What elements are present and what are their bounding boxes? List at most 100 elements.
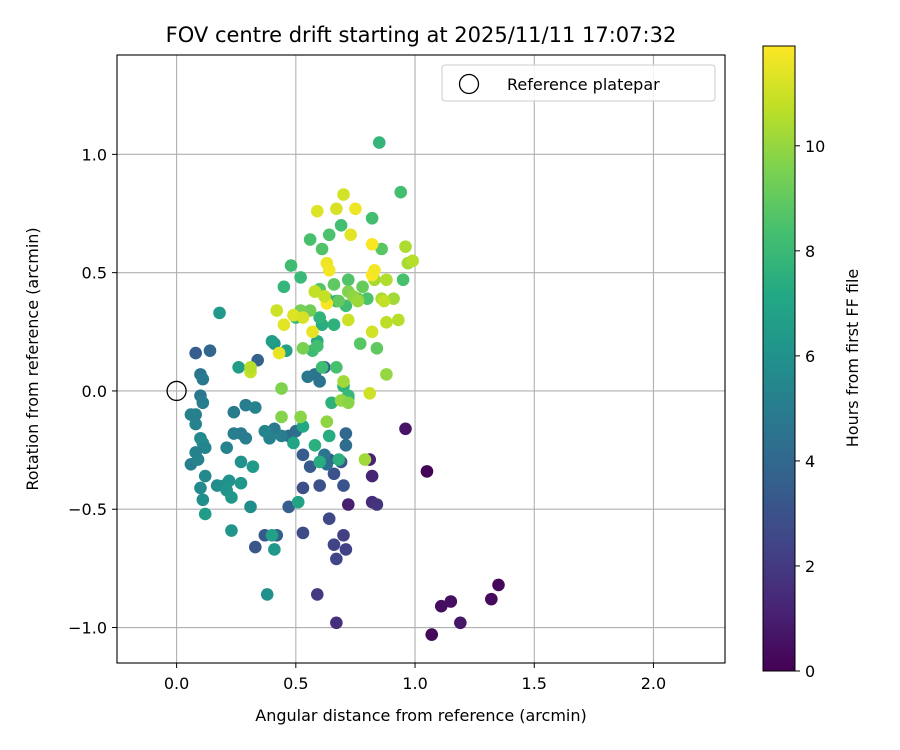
data-point [306,325,319,339]
data-point [330,202,343,216]
data-point [213,306,226,320]
data-point [184,408,198,421]
data-point [301,370,315,384]
data-point [234,455,248,469]
x-tick-label: 2.0 [641,674,666,693]
data-point [246,460,260,473]
colorbar-tick-label: 4 [805,452,815,471]
data-point [365,325,379,339]
chart-title: FOV centre drift starting at 2025/11/11 … [166,23,677,47]
data-point [198,469,212,483]
data-point [291,495,305,509]
y-tick-label: −1.0 [68,619,107,638]
data-point [327,467,341,481]
data-point [363,387,377,400]
data-point [327,278,341,291]
data-point [327,318,341,331]
data-point [372,136,386,149]
data-point [368,263,381,277]
data-point [315,360,329,374]
data-point [353,337,367,350]
x-tick-label: 1.0 [402,674,427,693]
data-point [234,476,248,490]
data-point [272,346,286,360]
data-point [341,313,355,327]
y-axis-ticks: −1.0 −0.5 0.0 0.5 1.0 [68,145,117,638]
data-point [268,543,281,556]
data-point [198,507,212,521]
data-point [396,273,410,287]
reference-point [166,380,187,402]
data-point [313,375,326,388]
x-axis-label: Angular distance from reference (arcmin) [255,706,586,725]
data-point [375,242,388,256]
data-point [296,481,310,495]
data-point [380,316,393,329]
data-point [275,382,288,395]
data-point [325,396,338,410]
data-point [313,479,326,492]
data-point [327,538,341,552]
x-axis-ticks: 0.0 0.5 1.0 1.5 2.0 [164,663,666,693]
data-point [315,242,329,256]
data-point [260,588,274,601]
data-point [308,285,322,298]
data-point [248,401,262,414]
colorbar-tick-label: 6 [805,347,815,366]
data-point [303,460,317,473]
data-point [349,202,362,216]
data-point [265,334,279,348]
data-point [365,469,379,483]
data-point [399,240,412,253]
data-point [313,311,326,324]
scatter-points [184,136,505,641]
data-point [265,528,279,542]
data-point [239,398,253,412]
data-point [339,439,353,452]
data-point [196,372,210,386]
data-point [337,528,350,542]
data-point [399,422,412,436]
y-tick-label: 0.5 [82,264,107,283]
colorbar-ticks: 0 2 4 6 8 10 [795,137,825,681]
data-point [313,455,326,469]
data-point [310,339,324,353]
data-point [358,453,372,466]
data-point [339,427,353,440]
data-point [322,228,336,242]
data-point [322,512,336,525]
colorbar-tick-label: 10 [805,137,825,156]
data-point [296,526,310,540]
x-tick-label: 0.0 [164,674,189,693]
data-point [232,360,245,374]
colorbar-tick-label: 0 [805,662,815,681]
data-point [296,420,310,433]
data-point [275,410,288,424]
data-point [444,595,458,608]
data-point [189,346,202,360]
data-point [277,280,291,294]
data-point [225,491,238,504]
data-point [337,188,350,201]
data-point [351,294,365,308]
data-point [203,344,217,358]
data-point [322,263,336,277]
legend-marker [458,73,480,95]
data-point [330,616,343,630]
colorbar: 0 2 4 6 8 10 Hours from first FF file [762,45,862,681]
data-point [425,628,439,641]
data-point [330,552,343,566]
data-point [492,578,505,592]
data-point [303,233,317,246]
data-point [277,318,291,331]
data-point [332,294,346,308]
data-point [227,427,241,440]
data-point [370,342,384,355]
data-point [380,368,393,381]
colorbar-tick-label: 2 [805,557,815,576]
data-point [220,441,233,455]
data-point [344,228,357,242]
data-point [191,453,205,466]
data-point [225,524,238,537]
